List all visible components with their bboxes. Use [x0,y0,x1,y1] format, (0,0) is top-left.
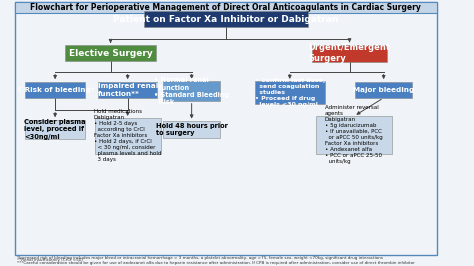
Text: Major bleeding: Major bleeding [353,87,414,93]
Text: • Confirm last dose,
  send coagulation
  studies
• Proceed if drug
  levels <30: • Confirm last dose, send coagulation st… [255,78,325,107]
Text: Consider plasma
level, proceed if
<30ng/ml: Consider plasma level, proceed if <30ng/… [24,119,86,140]
Text: • Normal renal
  function
• Standard Bleeding
  Risk: • Normal renal function • Standard Bleed… [154,77,229,105]
FancyBboxPatch shape [163,81,220,101]
FancyBboxPatch shape [98,82,157,98]
FancyBboxPatch shape [316,116,392,153]
FancyBboxPatch shape [163,121,220,138]
Text: ↑ Risk of bleeding*: ↑ Risk of bleeding* [16,87,94,93]
Text: Administer reversal
agents
Dabigatran
• 5g idarucizumab
• If unavailable, PCC
  : Administer reversal agents Dabigatran • … [325,105,383,164]
Text: Hold medications
Dabigatran
• Hold 2-5 days
  according to CrCl
Factor Xa inhibi: Hold medications Dabigatran • Hold 2-5 d… [94,110,161,163]
Text: **Renal insufficiency (CrCl <50): **Renal insufficiency (CrCl <50) [17,258,83,262]
Text: Elective Surgery: Elective Surgery [69,49,153,58]
FancyBboxPatch shape [65,45,156,61]
Text: Flowchart for Perioperative Management of Direct Oral Anticoagulants in Cardiac : Flowchart for Perioperative Management o… [30,3,421,12]
FancyBboxPatch shape [312,45,387,62]
FancyBboxPatch shape [355,82,412,98]
FancyBboxPatch shape [255,81,325,104]
FancyBboxPatch shape [26,120,85,139]
Text: *Increased risk of bleeding includes major bleed or intracranial hemorrhage > 3 : *Increased risk of bleeding includes maj… [17,256,383,260]
FancyBboxPatch shape [15,2,437,13]
FancyBboxPatch shape [95,118,161,153]
Text: Hold 48 hours prior
to surgery: Hold 48 hours prior to surgery [156,123,228,136]
Text: Urgent/Emergent
Surgery: Urgent/Emergent Surgery [309,43,391,63]
FancyBboxPatch shape [26,82,85,98]
FancyBboxPatch shape [144,11,308,27]
Text: ***Careful consideration should be given for use of andexanet alfa due to hepari: ***Careful consideration should be given… [17,261,415,265]
Text: Impaired renal
function**: Impaired renal function** [98,83,158,97]
Text: Patient on Factor Xa Inhibitor or Dabigatran: Patient on Factor Xa Inhibitor or Dabiga… [113,15,338,24]
